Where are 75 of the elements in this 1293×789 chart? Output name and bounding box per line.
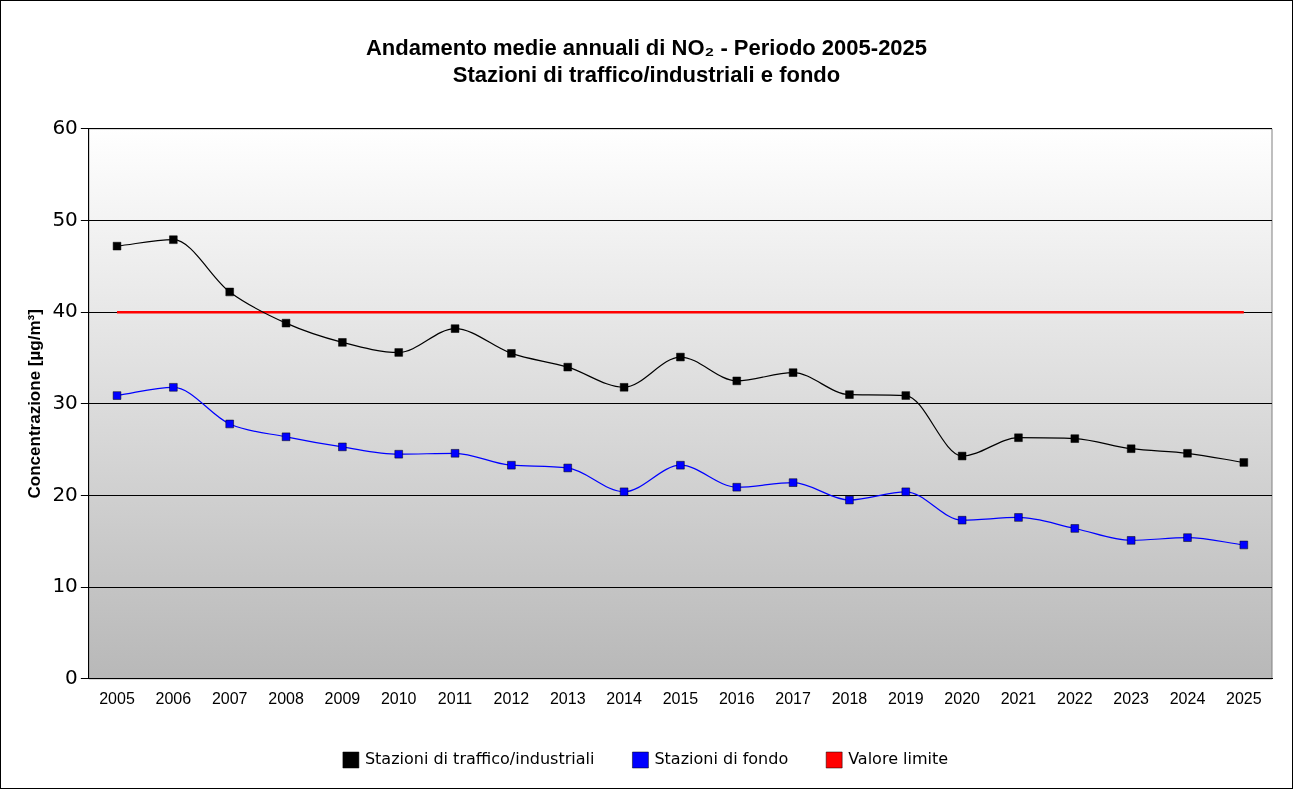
point: [1127, 444, 1136, 453]
point: [1183, 449, 1192, 458]
point: [507, 461, 516, 470]
point: [338, 442, 347, 452]
x-tick-label: 2010: [380, 689, 417, 707]
x-tick-label: 2007: [211, 689, 248, 707]
x-tick-label: 2025: [1226, 689, 1262, 707]
point: [1183, 533, 1192, 542]
point: [169, 235, 178, 244]
legend-label: Valore limite: [848, 749, 949, 769]
y-tick-label: 10: [52, 573, 78, 598]
chart-title: Andamento medie annuali di NO₂ - Periodo 2005-2025 Stazioni di traffico/industriali e fondo: [365, 35, 928, 87]
legend-label: Stazioni di traffico/industriali: [364, 749, 595, 769]
point: [1014, 513, 1023, 522]
x-tick-label: 2023: [1113, 689, 1150, 707]
point: [450, 449, 460, 458]
point: [281, 432, 291, 441]
x-tick-label: 2005: [99, 689, 135, 707]
point: [1070, 434, 1079, 443]
y-tick-label: 30: [52, 390, 78, 414]
x-tick-label: 2019: [887, 689, 924, 707]
point: [394, 450, 403, 459]
point: [1239, 540, 1248, 550]
x-tick-label: 2011: [437, 689, 473, 707]
point: [169, 383, 178, 392]
point: [845, 495, 854, 505]
y-tick-label: 20: [52, 481, 78, 506]
x-tick-label: 2012: [493, 689, 530, 707]
point: [225, 287, 234, 297]
point: [676, 352, 685, 362]
x-tick-label: 2013: [549, 689, 586, 707]
y-tick-label: 0: [65, 665, 78, 689]
point: [619, 383, 629, 392]
point: [1014, 433, 1023, 442]
x-tick-label: 2021: [1000, 689, 1037, 707]
y-tick-label: 60: [52, 115, 78, 139]
point: [507, 349, 516, 358]
x-tick-label: 2015: [662, 689, 699, 707]
point: [845, 390, 854, 399]
point: [563, 362, 572, 372]
point: [676, 461, 685, 470]
point: [901, 391, 910, 400]
x-tick-label: 2017: [775, 689, 811, 707]
point: [788, 478, 798, 487]
point: [901, 487, 910, 496]
point: [281, 318, 291, 328]
x-tick-label: 2009: [324, 689, 361, 707]
x-tick-label: 2022: [1057, 689, 1093, 707]
y-axis-title: Concentrazione [µg/m³]: [24, 309, 44, 499]
point: [450, 324, 460, 333]
point: [338, 338, 347, 347]
x-tick-label: 2020: [944, 689, 981, 707]
point: [732, 376, 741, 386]
point: [1070, 524, 1079, 533]
legend-label: Stazioni di fondo: [654, 749, 789, 769]
point: [957, 451, 967, 461]
x-tick-label: 2008: [268, 689, 304, 707]
point: [957, 516, 967, 525]
x-tick-label: 2006: [155, 689, 192, 707]
point: [225, 419, 234, 429]
point: [394, 348, 403, 357]
point: [788, 368, 798, 377]
point: [619, 487, 629, 496]
point: [1239, 458, 1248, 467]
y-tick-label: 40: [52, 298, 78, 323]
x-tick-label: 2016: [718, 689, 755, 707]
point: [732, 483, 741, 492]
x-tick-label: 2014: [606, 689, 642, 707]
point: [1127, 536, 1136, 545]
point: [112, 241, 122, 251]
point: [563, 463, 572, 473]
x-tick-label: 2018: [831, 689, 868, 707]
x-tick-label: 2024: [1169, 689, 1206, 707]
y-tick-label: 50: [52, 206, 78, 231]
point: [112, 391, 122, 400]
